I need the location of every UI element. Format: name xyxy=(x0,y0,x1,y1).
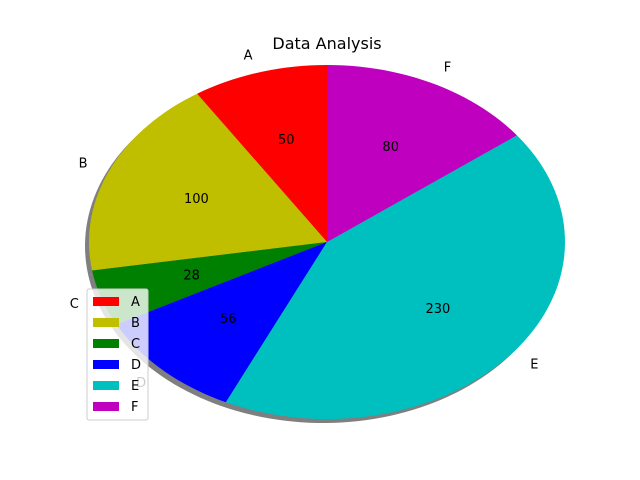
value-label-e: 230 xyxy=(425,302,450,317)
legend-label-c: C xyxy=(131,337,140,352)
legend-swatch-a xyxy=(93,297,119,306)
legend-label-b: B xyxy=(131,316,140,331)
legend-swatch-c xyxy=(93,339,119,348)
value-label-a: 50 xyxy=(278,133,295,148)
category-label-e: E xyxy=(530,358,538,373)
legend-label-d: D xyxy=(131,358,141,373)
category-label-a: A xyxy=(244,48,253,63)
value-label-d: 56 xyxy=(220,312,237,327)
pie-slice-d xyxy=(116,242,328,403)
category-label-b: B xyxy=(79,156,88,171)
legend-label-e: E xyxy=(131,379,139,394)
pie-slice-a xyxy=(197,65,327,242)
legend-label-f: F xyxy=(131,400,138,415)
pie-slice-layer xyxy=(89,65,565,419)
legend-swatch-b xyxy=(93,318,119,327)
pie-slice-b xyxy=(89,93,327,271)
pie-slice-f xyxy=(327,65,517,242)
value-label-c: 28 xyxy=(183,269,200,284)
legend-label-a: A xyxy=(131,295,140,310)
value-label-layer: 50 100 28 56 230 80 xyxy=(183,133,450,327)
category-label-c: C xyxy=(70,297,79,312)
value-label-b: 100 xyxy=(184,192,209,207)
category-label-f: F xyxy=(444,61,451,76)
pie-slice-c xyxy=(92,242,327,325)
value-label-f: 80 xyxy=(382,140,399,155)
chart-title: Data Analysis xyxy=(272,34,381,53)
legend-swatch-e xyxy=(93,381,119,390)
legend-swatch-f xyxy=(93,402,119,411)
legend-swatch-d xyxy=(93,360,119,369)
pie-slice-e xyxy=(225,135,565,419)
